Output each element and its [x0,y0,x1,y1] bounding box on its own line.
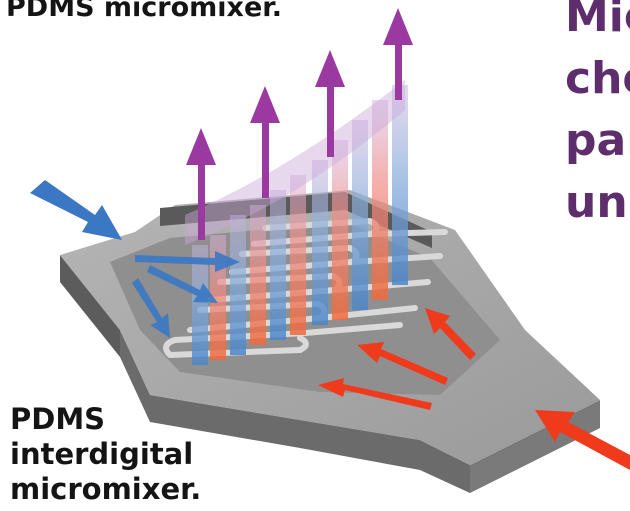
plume-blue [352,120,368,310]
plume-red [290,175,306,335]
plume-blue [392,85,408,285]
caption-bottom-line: PDMS [10,402,106,436]
plume-blue [192,245,208,365]
caption-bottom: PDMS interdigital micromixer. [10,402,201,507]
side-text-line: che [565,53,630,104]
outlet-arrows [186,8,413,240]
inlet-arrow-red-icon [357,342,448,385]
chip-wall-left [60,255,120,357]
caption-bottom-line: micromixer. [10,472,202,506]
outlet-arrow-purple-icon [315,50,345,157]
plume-blue [230,215,246,355]
plume-blue [312,160,328,325]
inlet-arrow-blue-icon [135,251,240,272]
red-inlet-arrows [318,308,630,470]
plume-blue [270,190,286,340]
inlet-arrow-blue-icon [30,180,122,240]
inlet-arrow-red-icon [425,308,476,360]
outlet-arrow-purple-icon [186,128,216,240]
side-text-line: unit [565,177,630,228]
caption-top: PDMS micromixer. [6,0,283,23]
outlet-arrow-purple-icon [383,8,413,100]
inlet-arrow-red-icon [535,410,630,470]
chip-wall-front [120,330,470,493]
side-text-line: Mic [565,0,630,42]
side-text: Mic che par unit [565,0,630,234]
caption-bottom-line: interdigital [10,437,194,471]
side-text-line: par [565,115,630,166]
inlet-arrow-red-icon [318,378,432,410]
inlet-arrow-blue-icon [132,278,170,338]
inlet-arrow-blue-icon [147,265,218,303]
mixing-plumes [185,80,408,365]
outlet-arrow-purple-icon [250,86,280,198]
plume-red [250,205,266,345]
plume-red [332,140,348,320]
plume-top-band [185,80,405,245]
blue-inlet-arrows [30,180,240,338]
plume-red [372,100,388,300]
